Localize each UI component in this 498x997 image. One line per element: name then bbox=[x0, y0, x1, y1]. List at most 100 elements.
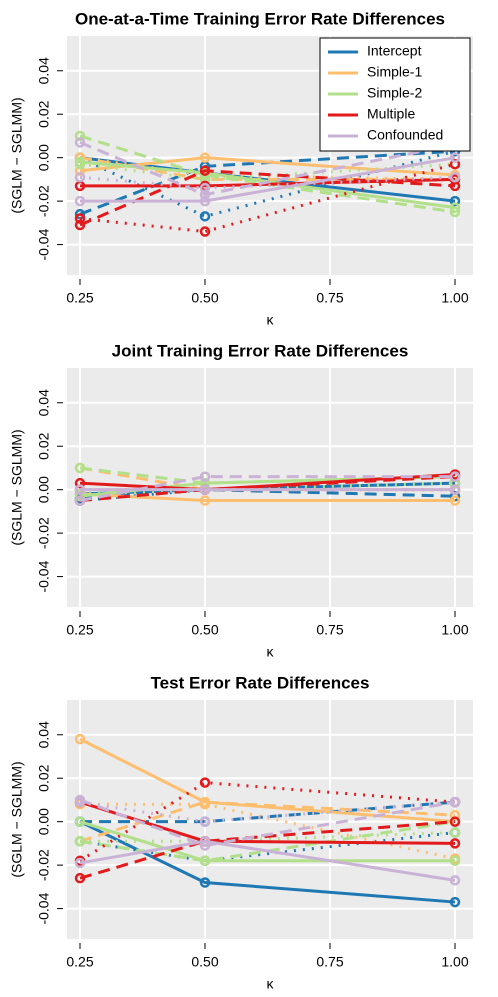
series-line bbox=[79, 800, 456, 843]
series-line bbox=[79, 798, 456, 848]
series-line bbox=[79, 169, 456, 227]
point bbox=[449, 152, 461, 163]
legend-label: Simple-1 bbox=[367, 64, 422, 80]
point bbox=[449, 195, 461, 207]
point bbox=[74, 835, 86, 847]
y-axis-label: (SGLM − SGLMM) bbox=[9, 97, 25, 213]
y-tick-label: 0.04 bbox=[36, 389, 52, 416]
point bbox=[199, 165, 211, 176]
point bbox=[199, 226, 211, 237]
point bbox=[449, 471, 461, 482]
point bbox=[449, 855, 461, 867]
chart-title: One-at-a-Time Training Error Rate Differ… bbox=[75, 9, 445, 28]
legend-label: Intercept bbox=[367, 43, 422, 59]
point bbox=[449, 495, 461, 506]
series-line bbox=[79, 149, 456, 218]
x-axis-label: κ bbox=[267, 644, 275, 660]
point bbox=[199, 816, 211, 827]
series-line bbox=[79, 800, 456, 824]
point bbox=[74, 208, 86, 220]
series-line bbox=[79, 141, 456, 197]
y-tick-label: 0.04 bbox=[36, 57, 52, 84]
series-line bbox=[79, 820, 456, 863]
point bbox=[74, 733, 86, 745]
y-tick-label: -0.04 bbox=[36, 892, 52, 924]
chart-title: Joint Training Error Rate Differences bbox=[112, 341, 409, 360]
y-tick-label: -0.02 bbox=[36, 517, 52, 549]
legend-label: Multiple bbox=[367, 106, 415, 122]
series-line bbox=[79, 162, 456, 234]
x-tick-label: 0.75 bbox=[316, 954, 343, 970]
point bbox=[449, 484, 461, 495]
y-tick-label: -0.02 bbox=[36, 185, 52, 217]
x-tick-label: 0.25 bbox=[66, 622, 93, 638]
x-tick-label: 0.50 bbox=[191, 954, 218, 970]
point bbox=[74, 462, 86, 474]
point bbox=[199, 799, 211, 810]
x-tick-label: 0.50 bbox=[191, 622, 218, 638]
x-tick-label: 1.00 bbox=[441, 290, 468, 306]
point bbox=[199, 195, 211, 207]
point bbox=[199, 484, 211, 495]
point bbox=[199, 211, 211, 222]
x-axis-label: κ bbox=[267, 976, 275, 992]
x-tick-label: 0.50 bbox=[191, 290, 218, 306]
series-line bbox=[79, 820, 455, 863]
point bbox=[74, 130, 86, 142]
point bbox=[74, 484, 86, 495]
point bbox=[74, 171, 86, 183]
x-tick-label: 0.25 bbox=[66, 954, 93, 970]
point bbox=[74, 158, 86, 170]
point bbox=[74, 152, 86, 163]
point bbox=[199, 471, 211, 482]
point bbox=[199, 840, 211, 851]
point bbox=[449, 206, 461, 218]
point bbox=[199, 855, 211, 867]
x-tick-label: 1.00 bbox=[441, 954, 468, 970]
point bbox=[449, 158, 461, 170]
y-tick-label: 0.04 bbox=[36, 721, 52, 748]
x-tick-label: 1.00 bbox=[441, 622, 468, 638]
point bbox=[74, 219, 86, 231]
point bbox=[199, 152, 211, 163]
y-tick-label: -0.02 bbox=[36, 849, 52, 881]
point bbox=[74, 857, 86, 869]
y-tick-label: -0.04 bbox=[36, 560, 52, 592]
series-line bbox=[79, 820, 456, 880]
point bbox=[74, 213, 86, 224]
x-tick-label: 0.75 bbox=[316, 290, 343, 306]
point bbox=[74, 195, 86, 207]
x-tick-label: 0.25 bbox=[66, 290, 93, 306]
point bbox=[449, 875, 461, 886]
point bbox=[449, 816, 461, 827]
point bbox=[199, 495, 211, 506]
series-line bbox=[79, 134, 456, 214]
point bbox=[449, 827, 461, 838]
point bbox=[449, 171, 461, 183]
chart-title: Test Error Rate Differences bbox=[151, 673, 370, 692]
series-line bbox=[80, 177, 456, 188]
y-tick-label: 0.02 bbox=[36, 100, 52, 127]
series-line bbox=[79, 160, 456, 210]
point bbox=[449, 896, 461, 908]
y-tick-label: 0.00 bbox=[36, 144, 52, 171]
point bbox=[74, 872, 86, 884]
point bbox=[199, 477, 211, 489]
y-tick-label: 0.00 bbox=[36, 476, 52, 503]
y-tick-label: 0.00 bbox=[36, 808, 52, 835]
legend-label: Confounded bbox=[367, 127, 443, 143]
point bbox=[449, 809, 461, 821]
y-tick-label: -0.04 bbox=[36, 228, 52, 260]
x-axis-label: κ bbox=[267, 312, 275, 328]
y-axis-label: (SGLM − SGLMM) bbox=[9, 429, 25, 545]
point bbox=[449, 796, 461, 808]
series-line bbox=[80, 156, 456, 203]
y-axis-label: (SGLM − SGLMM) bbox=[9, 761, 25, 877]
point bbox=[199, 777, 211, 788]
point bbox=[199, 189, 211, 200]
point bbox=[74, 796, 86, 808]
series-line bbox=[79, 820, 456, 904]
x-tick-label: 0.75 bbox=[316, 622, 343, 638]
point bbox=[449, 838, 461, 849]
